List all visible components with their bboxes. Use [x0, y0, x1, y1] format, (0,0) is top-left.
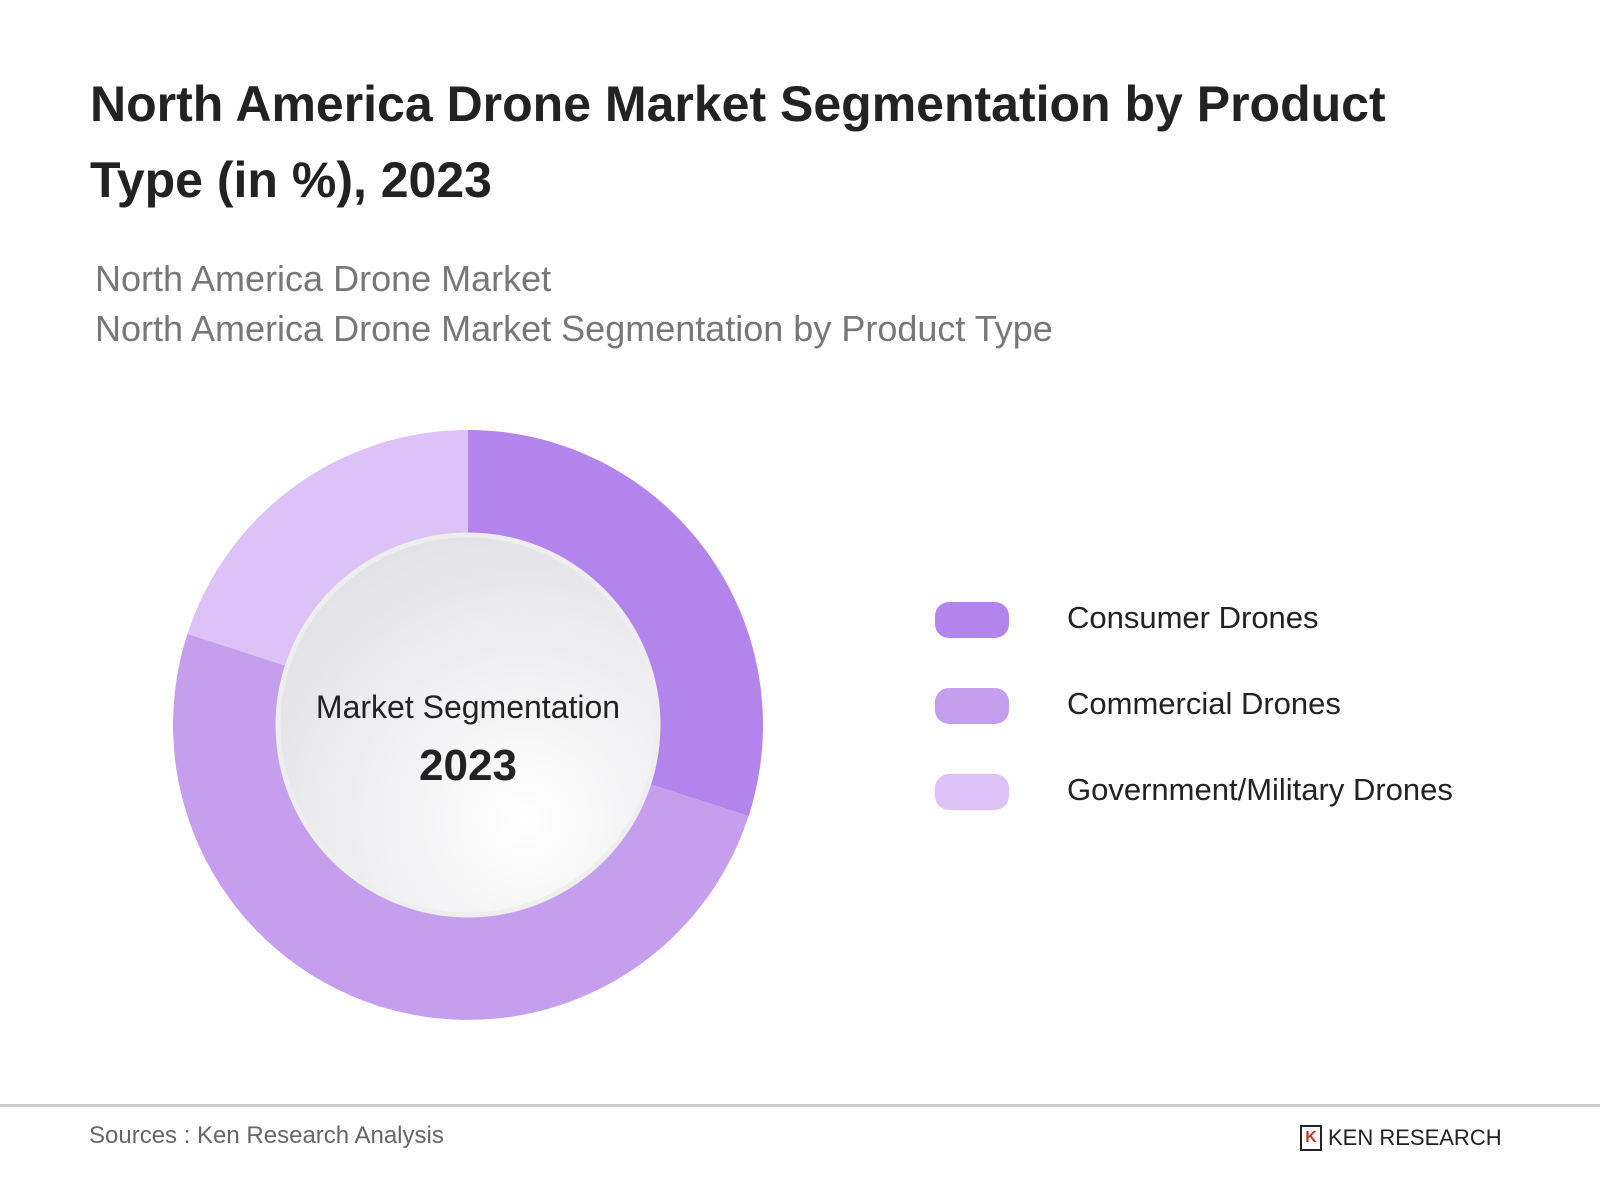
- legend-item-consumer: Consumer Drones: [935, 600, 1555, 640]
- donut-slice-government-military-drones: [187, 430, 468, 667]
- center-value: 2023: [419, 741, 517, 790]
- ken-research-logo: K KEN RESEARCH: [1300, 1125, 1502, 1151]
- legend-label: Government/Military Drones: [1067, 772, 1453, 807]
- donut-center: [275, 532, 661, 918]
- center-label: Market Segmentation: [316, 689, 620, 725]
- chart-subtitle-2: North America Drone Market Segmentation …: [95, 308, 1053, 349]
- donut-chart: Market Segmentation 2023: [173, 430, 763, 1020]
- legend-swatch: [935, 774, 1009, 810]
- donut-slice-consumer-drones: [468, 430, 763, 817]
- logo-text: KEN RESEARCH: [1328, 1125, 1502, 1150]
- legend-label: Consumer Drones: [1067, 600, 1319, 635]
- chart-title: North America Drone Market Segmentation …: [90, 76, 1386, 208]
- legend-swatch: [935, 602, 1009, 638]
- footer-divider: [0, 1104, 1600, 1107]
- donut-slice-commercial-drones: [173, 633, 749, 1020]
- logo-k-icon: K: [1300, 1125, 1322, 1151]
- chart-subtitle-1: North America Drone Market: [95, 258, 552, 299]
- legend-label: Commercial Drones: [1067, 686, 1341, 721]
- legend-item-government: Government/Military Drones: [935, 772, 1555, 812]
- legend-item-commercial: Commercial Drones: [935, 686, 1555, 726]
- legend-swatch: [935, 688, 1009, 724]
- source-note: Sources : Ken Research Analysis: [89, 1122, 444, 1149]
